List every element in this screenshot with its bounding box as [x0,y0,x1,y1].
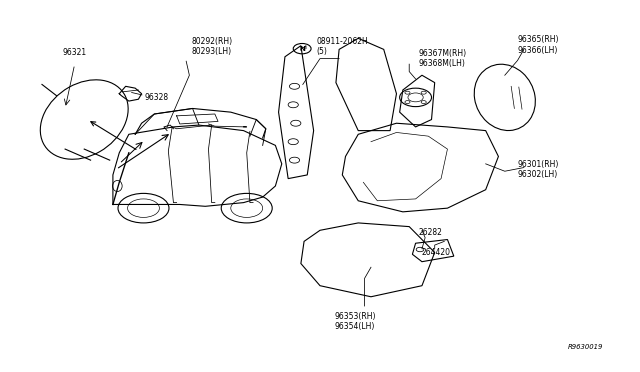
Text: 96367M(RH)
96368M(LH): 96367M(RH) 96368M(LH) [419,49,467,68]
Text: R9630019: R9630019 [568,344,604,350]
Text: 264420: 264420 [422,248,451,257]
Text: 96301(RH)
96302(LH): 96301(RH) 96302(LH) [518,160,559,179]
Text: 96321: 96321 [63,48,87,57]
Text: 80292(RH)
80293(LH): 80292(RH) 80293(LH) [191,36,232,56]
Text: 26282: 26282 [419,228,443,237]
Text: 96353(RH)
96354(LH): 96353(RH) 96354(LH) [334,311,376,331]
Text: 08911-2062H
(5): 08911-2062H (5) [317,37,369,56]
Text: 96365(RH)
96366(LH): 96365(RH) 96366(LH) [518,35,559,55]
Text: 96328: 96328 [145,93,169,102]
Text: N: N [300,46,305,52]
